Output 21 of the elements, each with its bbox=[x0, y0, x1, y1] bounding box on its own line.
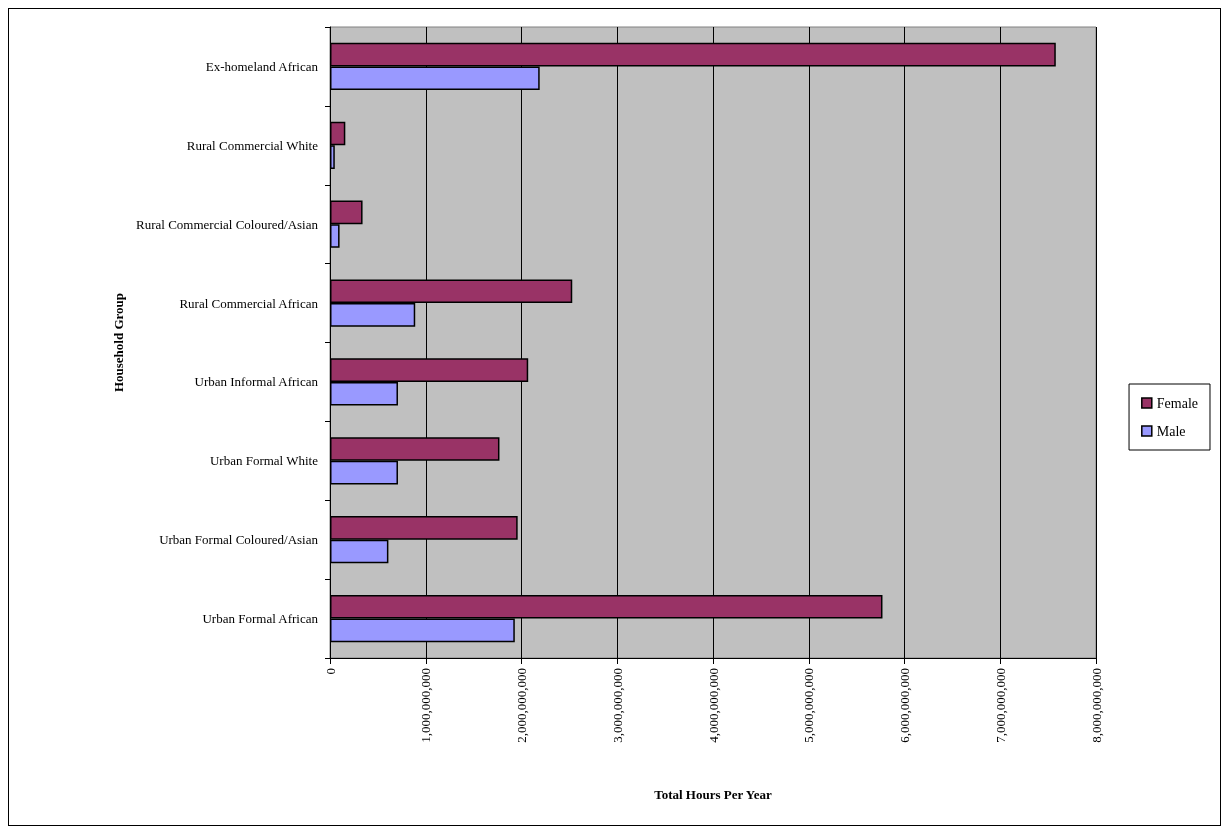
y-tick-label: Ex-homeland African bbox=[205, 58, 319, 74]
y-tick-label: Rural Commercial Coloured/Asian bbox=[136, 216, 319, 232]
x-tick-label: 5,000,000,000 bbox=[801, 668, 817, 743]
legend-label: Female bbox=[1156, 395, 1199, 411]
y-tick-label: Urban Informal African bbox=[194, 374, 319, 390]
y-tick-label: Urban Formal African bbox=[202, 611, 319, 627]
x-tick-label: 1,000,000,000 bbox=[418, 668, 434, 743]
y-axis-title: Household Group bbox=[111, 292, 127, 393]
x-tick-label: 2,000,000,000 bbox=[514, 668, 529, 743]
x-tick-label: 6,000,000,000 bbox=[897, 668, 912, 743]
x-tick-label: 4,000,000,000 bbox=[705, 668, 721, 743]
x-tick-label: 3,000,000,000 bbox=[609, 668, 625, 743]
x-tick-label: 0 bbox=[322, 668, 338, 675]
y-tick-label: Urban Formal Coloured/Asian bbox=[159, 532, 319, 548]
x-tick-label: 7,000,000,000 bbox=[992, 668, 1008, 743]
y-tick-label: Rural Commercial African bbox=[179, 295, 319, 311]
x-axis-title: Total Hours Per Year bbox=[654, 787, 773, 802]
legend-label: Male bbox=[1156, 423, 1186, 439]
y-tick-label: Urban Formal White bbox=[209, 453, 319, 469]
x-tick-label: 8,000,000,000 bbox=[1088, 668, 1104, 743]
y-tick-label: Rural Commercial White bbox=[186, 137, 319, 153]
